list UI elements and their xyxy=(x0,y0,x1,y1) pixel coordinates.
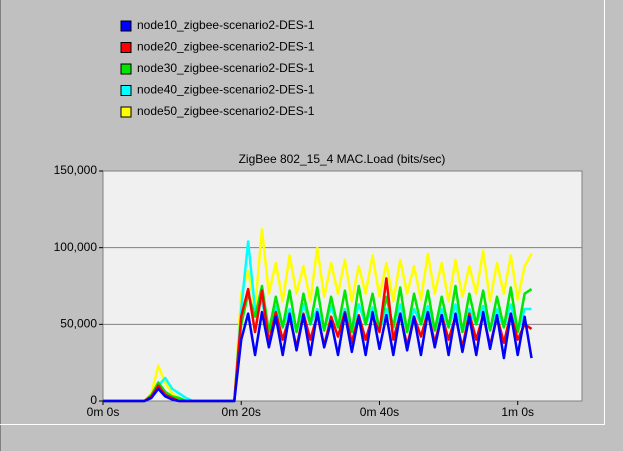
y-tick-label: 150,000 xyxy=(54,163,98,177)
y-tick-label: 0 xyxy=(90,393,97,407)
x-tick-label: 0m 40s xyxy=(360,405,399,419)
legend-label: node20_zigbee-scenario2-DES-1 xyxy=(137,40,315,54)
y-tick-label: 100,000 xyxy=(54,240,98,254)
legend-label: node50_zigbee-scenario2-DES-1 xyxy=(137,104,315,118)
legend-swatch xyxy=(120,42,132,53)
x-tick-label: 1m 0s xyxy=(501,405,534,419)
y-tick-label: 50,000 xyxy=(60,317,97,331)
series-line xyxy=(103,228,533,403)
legend-swatch xyxy=(120,85,132,96)
legend-swatch xyxy=(120,20,132,32)
x-tick-label: 0m 20s xyxy=(222,405,261,419)
x-tick-label: 0m 0s xyxy=(87,405,120,419)
series-line xyxy=(103,284,533,403)
legend-swatch xyxy=(120,63,132,75)
chart-title: ZigBee 802_15_4 MAC.Load (bits/sec) xyxy=(239,152,446,166)
plot-area xyxy=(102,170,583,402)
legend-label: node40_zigbee-scenario2-DES-1 xyxy=(137,83,315,97)
legend-label: node10_zigbee-scenario2-DES-1 xyxy=(137,18,315,32)
legend-label: node30_zigbee-scenario2-DES-1 xyxy=(137,61,315,75)
series-line xyxy=(103,310,533,403)
legend-swatch xyxy=(120,106,132,118)
